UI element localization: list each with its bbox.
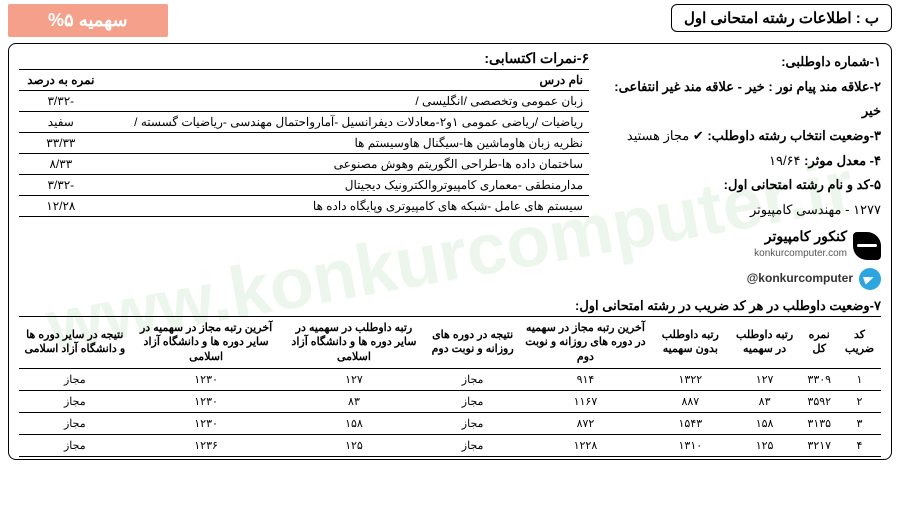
- table-cell: مجاز: [426, 368, 519, 390]
- telegram-icon: [859, 268, 881, 290]
- table-cell: ۱۳۲۲: [652, 368, 729, 390]
- table-cell: مجاز: [19, 412, 131, 434]
- status-col-header: کد ضریب: [838, 317, 881, 369]
- info-major-label: ۵-کد و نام رشته امتحانی اول:: [601, 173, 881, 198]
- table-cell: مجاز: [426, 434, 519, 456]
- quota-badge: سهمیه ۵%: [8, 4, 168, 37]
- table-cell: ۱۲۳۰: [131, 368, 282, 390]
- table-cell: ۱: [838, 368, 881, 390]
- info-applicant-no: ۱-شماره داوطلبی:: [601, 50, 881, 75]
- table-row: ۳۳۱۳۵۱۵۸۱۵۴۳۸۷۲مجاز۱۵۸۱۲۳۰مجاز: [19, 412, 881, 434]
- table-cell: ۱۵۸: [729, 412, 801, 434]
- table-cell: ریاضیات /ریاضی عمومی ۱و۲-معادلات دیفرانس…: [103, 112, 589, 133]
- status-col-header: نمره کل: [801, 317, 838, 369]
- scores-table: نام درسنمره به درصد زبان عمومی وتخصصی /ا…: [19, 69, 589, 217]
- table-cell: ۸۳: [729, 390, 801, 412]
- table-cell: سیستم های عامل -شبکه های کامپیوتری وپایگ…: [103, 196, 589, 217]
- status-col-header: آخرین رتبه مجاز در سهمیه در سایر دوره ها…: [131, 317, 282, 369]
- brand-site: konkurcomputer.com: [754, 244, 847, 263]
- scores-title: ۶-نمرات اکتسابی:: [19, 50, 589, 67]
- status-title: ۷-وضعیت داوطلب در هر کد ضریب در رشته امت…: [19, 298, 881, 314]
- scores-col-header: نمره به درصد: [19, 70, 103, 91]
- table-cell: ۱۵۸: [282, 412, 427, 434]
- table-cell: ۱۵۴۳: [652, 412, 729, 434]
- applicant-info: ۱-شماره داوطلبی: ۲-علاقه مند پیام نور : …: [601, 50, 881, 290]
- status-table: کد ضریبنمره کلرتبه داوطلب در سهمیهرتبه د…: [19, 316, 881, 457]
- table-cell: ۸۸۷: [652, 390, 729, 412]
- table-cell: ۱۲/۲۸: [19, 196, 103, 217]
- table-cell: مجاز: [426, 412, 519, 434]
- table-cell: ۱۲۳۰: [131, 412, 282, 434]
- info-interests: ۲-علاقه مند پیام نور : خیر - علاقه مند غ…: [601, 75, 881, 124]
- telegram-handle: @konkurcomputer: [747, 267, 853, 290]
- table-cell: سفید: [19, 112, 103, 133]
- table-cell: مجاز: [19, 368, 131, 390]
- table-row: ریاضیات /ریاضی عمومی ۱و۲-معادلات دیفرانس…: [19, 112, 589, 133]
- table-cell: ۸/۳۳: [19, 154, 103, 175]
- info-gpa-value: ۱۹/۶۴: [769, 153, 801, 168]
- status-col-header: آخرین رتبه مجاز در سهمیه در دوره های روز…: [519, 317, 652, 369]
- info-selection-label: ۳-وضعیت انتخاب رشته داوطلب:: [707, 128, 881, 143]
- table-cell: ۹۱۴: [519, 368, 652, 390]
- table-cell: ۳: [838, 412, 881, 434]
- table-cell: ۱۲۷: [729, 368, 801, 390]
- status-col-header: نتیجه در سایر دوره ها و دانشگاه آزاد اسل…: [19, 317, 131, 369]
- table-cell: ۳۱۳۵: [801, 412, 838, 434]
- table-cell: ۸۷۲: [519, 412, 652, 434]
- telegram-row: @konkurcomputer: [601, 267, 881, 290]
- table-row: ۴۳۲۱۷۱۲۵۱۳۱۰۱۲۲۸مجاز۱۲۵۱۲۳۶مجاز: [19, 434, 881, 456]
- table-cell: مجاز: [426, 390, 519, 412]
- table-row: نظریه زبان هاوماشین ها-سیگنال هاوسیستم ه…: [19, 133, 589, 154]
- table-row: ۱۳۳۰۹۱۲۷۱۳۲۲۹۱۴مجاز۱۲۷۱۲۳۰مجاز: [19, 368, 881, 390]
- status-col-header: رتبه داوطلب در سهمیه در سایر دوره ها و د…: [282, 317, 427, 369]
- table-row: ساختمان داده ها-طراحی الگوریتم وهوش مصنو…: [19, 154, 589, 175]
- table-cell: مدارمنطقی -معماری کامپیوتروالکترونیک دیج…: [103, 175, 589, 196]
- table-cell: ۴: [838, 434, 881, 456]
- table-cell: ۱۱۶۷: [519, 390, 652, 412]
- table-cell: مجاز: [19, 390, 131, 412]
- table-row: مدارمنطقی -معماری کامپیوتروالکترونیک دیج…: [19, 175, 589, 196]
- table-cell: ۲: [838, 390, 881, 412]
- info-gpa-label: ۴- معدل موثر:: [804, 153, 881, 168]
- table-cell: ۳۳۰۹: [801, 368, 838, 390]
- table-cell: ۱۲۷: [282, 368, 427, 390]
- status-col-header: رتبه داوطلب بدون سهمیه: [652, 317, 729, 369]
- info-major-value: ۱۲۷۷ - مهندسی کامپیوتر: [601, 198, 881, 223]
- table-row: زبان عمومی وتخصصی /انگلیسی /-۳/۳۲: [19, 91, 589, 112]
- table-cell: ۱۲۵: [729, 434, 801, 456]
- brand-block: کنکور کامپیوتر konkurcomputer.com: [601, 229, 881, 263]
- table-cell: ۱۲۳۶: [131, 434, 282, 456]
- table-cell: ۳۲۱۷: [801, 434, 838, 456]
- table-cell: -۳/۳۲: [19, 175, 103, 196]
- table-cell: ۱۲۲۸: [519, 434, 652, 456]
- status-col-header: نتیجه در دوره های روزانه و نوبت دوم: [426, 317, 519, 369]
- section-title: ب : اطلاعات رشته امتحانی اول: [671, 4, 892, 32]
- table-row: ۲۳۵۹۲۸۳۸۸۷۱۱۶۷مجاز۸۳۱۲۳۰مجاز: [19, 390, 881, 412]
- status-col-header: رتبه داوطلب در سهمیه: [729, 317, 801, 369]
- table-cell: ساختمان داده ها-طراحی الگوریتم وهوش مصنو…: [103, 154, 589, 175]
- table-cell: مجاز: [19, 434, 131, 456]
- table-cell: ۸۳: [282, 390, 427, 412]
- table-cell: ۱۲۵: [282, 434, 427, 456]
- main-box: ۱-شماره داوطلبی: ۲-علاقه مند پیام نور : …: [8, 43, 892, 460]
- table-cell: ۳۳/۳۳: [19, 133, 103, 154]
- brand-name: کنکور کامپیوتر: [754, 229, 847, 244]
- table-cell: نظریه زبان هاوماشین ها-سیگنال هاوسیستم ه…: [103, 133, 589, 154]
- table-cell: زبان عمومی وتخصصی /انگلیسی /: [103, 91, 589, 112]
- brand-logo-icon: [853, 232, 881, 260]
- table-cell: -۳/۳۲: [19, 91, 103, 112]
- info-selection-value: ✔ مجاز هستید: [627, 124, 704, 149]
- table-cell: ۳۵۹۲: [801, 390, 838, 412]
- table-cell: ۱۲۳۰: [131, 390, 282, 412]
- table-cell: ۱۳۱۰: [652, 434, 729, 456]
- scores-col-header: نام درس: [103, 70, 589, 91]
- table-row: سیستم های عامل -شبکه های کامپیوتری وپایگ…: [19, 196, 589, 217]
